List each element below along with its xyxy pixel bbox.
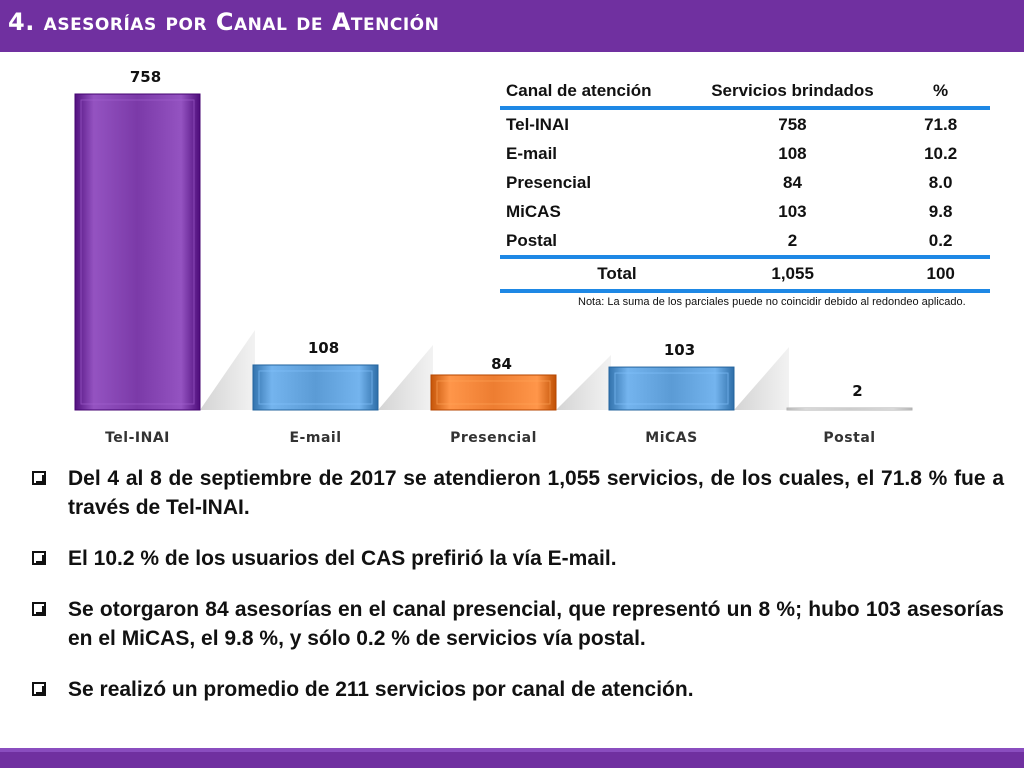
table-cell: MiCAS <box>506 201 561 221</box>
bar-shadow <box>200 330 255 410</box>
table-cell: Presencial <box>506 172 592 192</box>
table-row: Tel-INAI 758 71.8 <box>500 110 990 139</box>
table-cell: 758 <box>778 114 807 134</box>
bar-frame <box>436 380 551 405</box>
list-item: Se realizó un promedio de 211 servicios … <box>32 675 1004 704</box>
table-cell: 2 <box>787 230 798 250</box>
bar-e-mail <box>252 364 379 411</box>
bar-micas <box>608 366 735 411</box>
category-label: Tel-INAI <box>105 430 170 446</box>
bar-postal <box>786 407 913 411</box>
title-bar: 4. asesorías por Canal de Atención <box>0 0 1024 52</box>
table-header-cell: Canal de atención <box>506 81 652 100</box>
data-label: 103 <box>664 341 695 359</box>
table-row: Postal 2 0.2 <box>500 226 990 255</box>
footer-bar-highlight <box>0 748 1024 752</box>
table-cell: 84 <box>782 172 802 192</box>
bullet-text: Del 4 al 8 de septiembre de 2017 se aten… <box>68 467 1004 519</box>
table-cell: 10.2 <box>924 143 958 163</box>
checkbox-bullet-icon <box>32 682 46 696</box>
bar-chart: 758 108 84 103 2 Tel-INAI E-mail Presencial MiC… <box>74 68 913 446</box>
table-cell: Postal <box>506 230 558 250</box>
table-cell: 9.8 <box>928 201 953 221</box>
table-cell: 8.0 <box>928 172 953 192</box>
table-cell: 0.2 <box>928 230 953 250</box>
table-header-cell: % <box>933 81 949 100</box>
table-cell: E-mail <box>506 143 558 163</box>
table-cell: 103 <box>778 201 807 221</box>
data-table: Canal de atención Servicios brindados % … <box>500 76 990 310</box>
bar-frame <box>258 370 373 405</box>
data-label: 84 <box>491 355 512 373</box>
table-row: Presencial 84 8.0 <box>500 168 990 197</box>
category-label: E-mail <box>289 430 341 446</box>
data-label: 758 <box>130 68 161 86</box>
bullet-text: Se realizó un promedio de 211 servicios … <box>68 678 694 701</box>
table-cell: 71.8 <box>924 114 958 134</box>
table-cell: 1,055 <box>771 264 814 283</box>
bar-frame <box>80 99 195 405</box>
table-cell: Tel-INAI <box>506 114 569 134</box>
page-title: 4. asesorías por Canal de Atención <box>8 8 440 36</box>
bar-shadow <box>378 344 433 410</box>
table-cell: Total <box>597 264 637 283</box>
checkbox-bullet-icon <box>32 551 46 565</box>
data-label: 108 <box>308 339 339 357</box>
bar-tel-inai <box>74 93 201 411</box>
checkbox-bullet-icon <box>32 471 46 485</box>
table-cell: 108 <box>778 143 807 163</box>
bar-frame <box>614 372 729 405</box>
table-cell: 100 <box>926 264 955 283</box>
bullet-list: Del 4 al 8 de septiembre de 2017 se aten… <box>32 464 1004 726</box>
checkbox-bullet-icon <box>32 602 46 616</box>
table-row: MiCAS 103 9.8 <box>500 197 990 226</box>
table-header-cell: Servicios brindados <box>711 81 874 100</box>
bullet-text: El 10.2 % de los usuarios del CAS prefir… <box>68 547 617 570</box>
list-item: El 10.2 % de los usuarios del CAS prefir… <box>32 544 1004 573</box>
table-row: E-mail 108 10.2 <box>500 139 990 168</box>
table-note: Nota: La suma de los parciales puede no … <box>578 296 966 308</box>
list-item: Del 4 al 8 de septiembre de 2017 se aten… <box>32 464 1004 522</box>
table-total-row: Total 1,055 100 <box>500 255 990 293</box>
bullet-text: Se otorgaron 84 asesorías en el canal pr… <box>68 598 1004 650</box>
bar-shadow <box>556 354 611 410</box>
data-label: 2 <box>852 382 862 400</box>
list-item: Se otorgaron 84 asesorías en el canal pr… <box>32 595 1004 653</box>
category-label: MiCAS <box>645 430 697 446</box>
footer-bar <box>0 748 1024 768</box>
category-label: Presencial <box>450 430 537 446</box>
category-label: Postal <box>823 430 875 446</box>
table-header-row: Canal de atención Servicios brindados % <box>500 76 990 110</box>
bar-shadow <box>734 347 789 410</box>
bar-presencial <box>430 374 557 411</box>
